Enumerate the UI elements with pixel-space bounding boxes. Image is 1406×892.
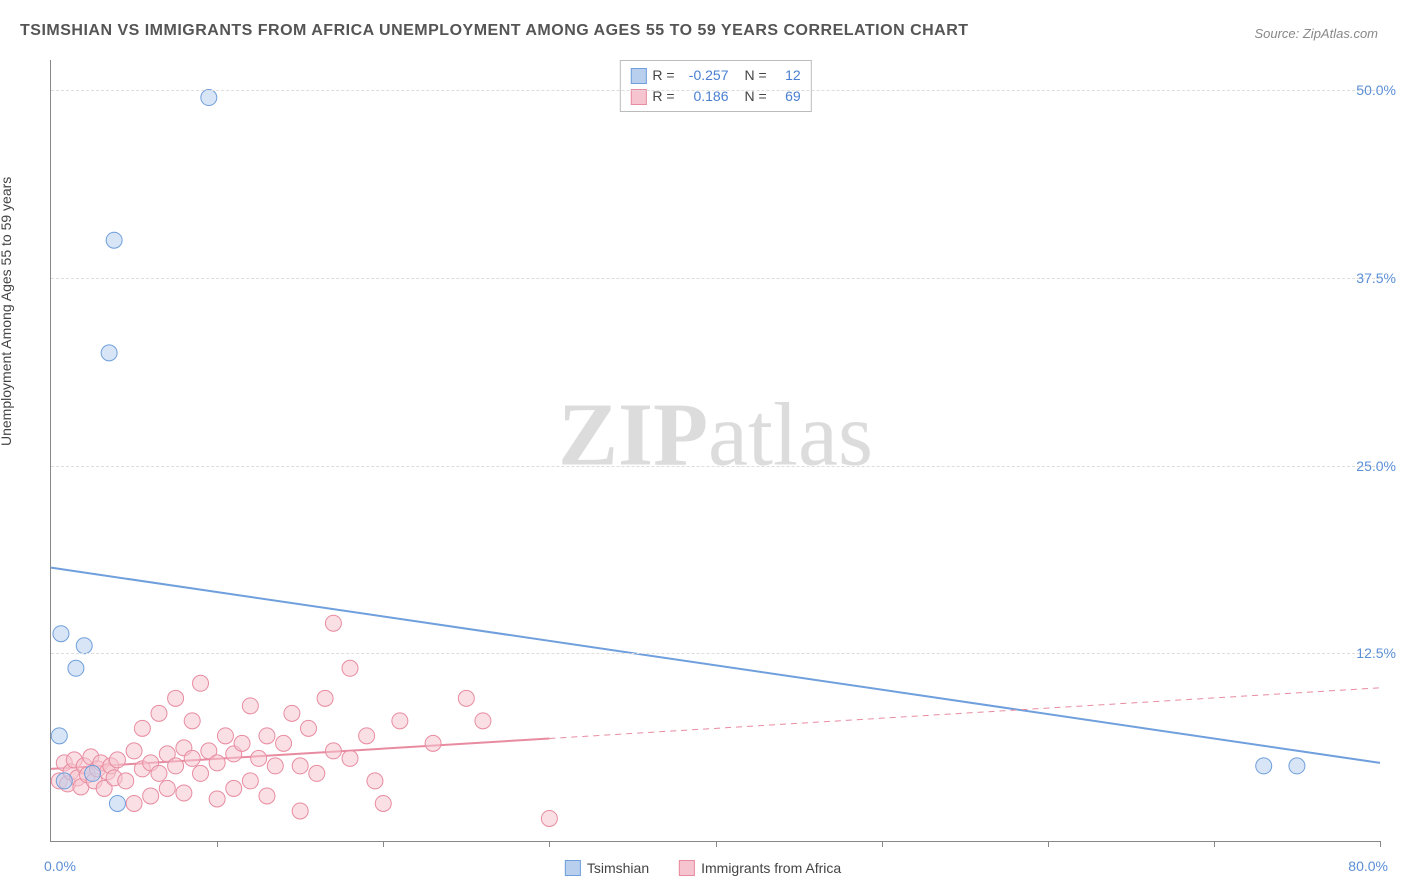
data-point [106, 232, 122, 248]
data-point [1289, 758, 1305, 774]
data-point [159, 780, 175, 796]
regression-line [51, 568, 1380, 763]
data-point [541, 810, 557, 826]
data-point [76, 638, 92, 654]
data-point [259, 788, 275, 804]
data-point [1256, 758, 1272, 774]
data-point [392, 713, 408, 729]
data-point [201, 90, 217, 106]
y-tick-label: 12.5% [1356, 645, 1396, 661]
y-tick-label: 50.0% [1356, 82, 1396, 98]
gridline [51, 653, 1380, 654]
data-point [259, 728, 275, 744]
data-point [184, 713, 200, 729]
gridline [51, 278, 1380, 279]
x-tick [549, 841, 550, 847]
data-point [325, 743, 341, 759]
data-point [309, 765, 325, 781]
data-point [143, 788, 159, 804]
chart-title: TSIMSHIAN VS IMMIGRANTS FROM AFRICA UNEM… [20, 22, 969, 40]
chart-svg [51, 60, 1380, 841]
data-point [68, 660, 84, 676]
data-point [458, 690, 474, 706]
data-point [475, 713, 491, 729]
gridline [51, 466, 1380, 467]
data-point [101, 345, 117, 361]
data-point [134, 720, 150, 736]
data-point [292, 758, 308, 774]
data-point [209, 791, 225, 807]
data-point [325, 615, 341, 631]
gridline [51, 90, 1380, 91]
data-point [126, 743, 142, 759]
data-point [317, 690, 333, 706]
data-point [109, 752, 125, 768]
data-point [300, 720, 316, 736]
data-point [284, 705, 300, 721]
data-point [242, 773, 258, 789]
data-point [209, 755, 225, 771]
x-tick [1214, 841, 1215, 847]
data-point [193, 675, 209, 691]
data-point [168, 758, 184, 774]
legend-swatch-2 [679, 860, 695, 876]
data-point [367, 773, 383, 789]
data-point [151, 705, 167, 721]
y-tick-label: 25.0% [1356, 458, 1396, 474]
legend-item-1: Tsimshian [565, 860, 649, 876]
y-axis-label: Unemployment Among Ages 55 to 59 years [0, 177, 14, 446]
data-point [359, 728, 375, 744]
data-point [126, 795, 142, 811]
legend-bottom: Tsimshian Immigrants from Africa [565, 860, 841, 876]
plot-area: ZIPatlas R = -0.257 N = 12 R = 0.186 N =… [50, 60, 1380, 842]
legend-item-2: Immigrants from Africa [679, 860, 841, 876]
data-point [51, 728, 67, 744]
data-point [53, 626, 69, 642]
data-point [184, 750, 200, 766]
data-point [217, 728, 233, 744]
x-tick [1380, 841, 1381, 847]
data-point [342, 750, 358, 766]
data-point [251, 750, 267, 766]
data-point [56, 773, 72, 789]
data-point [234, 735, 250, 751]
data-point [425, 735, 441, 751]
data-point [292, 803, 308, 819]
data-point [85, 765, 101, 781]
x-tick [217, 841, 218, 847]
data-point [193, 765, 209, 781]
x-tick [716, 841, 717, 847]
y-tick-label: 37.5% [1356, 270, 1396, 286]
data-point [109, 795, 125, 811]
source-label: Source: ZipAtlas.com [1254, 26, 1378, 41]
data-point [242, 698, 258, 714]
x-tick [1048, 841, 1049, 847]
data-point [226, 780, 242, 796]
data-point [151, 765, 167, 781]
x-max-label: 80.0% [1348, 858, 1388, 874]
data-point [168, 690, 184, 706]
x-origin-label: 0.0% [44, 858, 76, 874]
data-point [118, 773, 134, 789]
data-point [276, 735, 292, 751]
data-point [342, 660, 358, 676]
regression-line-dashed [549, 688, 1380, 739]
data-point [267, 758, 283, 774]
data-point [176, 785, 192, 801]
x-tick [882, 841, 883, 847]
legend-label-1: Tsimshian [587, 860, 649, 876]
x-tick [383, 841, 384, 847]
legend-label-2: Immigrants from Africa [701, 860, 841, 876]
legend-swatch-1 [565, 860, 581, 876]
data-point [375, 795, 391, 811]
